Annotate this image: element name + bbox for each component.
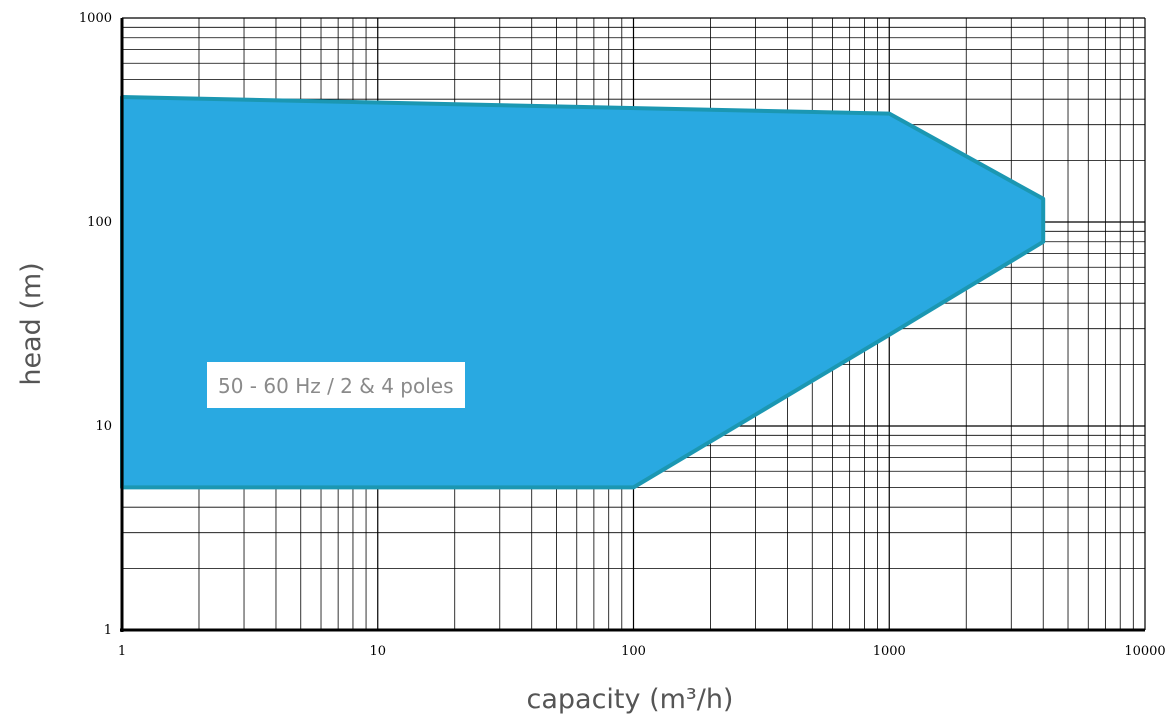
y-tick-label: 1000 [79, 11, 112, 26]
y-axis-tick-labels: 1 10 100 1000 [79, 11, 112, 638]
x-axis-tick-labels: 1 10 100 1000 10000 [118, 644, 1166, 659]
y-axis-label: head (m) [16, 262, 47, 385]
annotations: 50 - 60 Hz / 2 & 4 poles [207, 362, 465, 408]
region-label: 50 - 60 Hz / 2 & 4 poles [218, 374, 454, 398]
axes [120, 18, 1145, 632]
x-tick-label: 100 [621, 644, 646, 659]
x-tick-label: 10000 [1124, 644, 1165, 659]
y-tick-label: 10 [95, 419, 112, 434]
y-tick-label: 100 [87, 215, 112, 230]
x-axis-label: capacity (m³/h) [527, 684, 734, 715]
region-label-box [207, 362, 465, 408]
x-tick-label: 1 [118, 644, 126, 659]
operating-range-polygon [120, 95, 1046, 490]
y-tick-label: 1 [104, 623, 112, 638]
x-tick-label: 10 [369, 644, 386, 659]
operating-range-area [120, 95, 1046, 490]
x-tick-label: 1000 [873, 644, 906, 659]
